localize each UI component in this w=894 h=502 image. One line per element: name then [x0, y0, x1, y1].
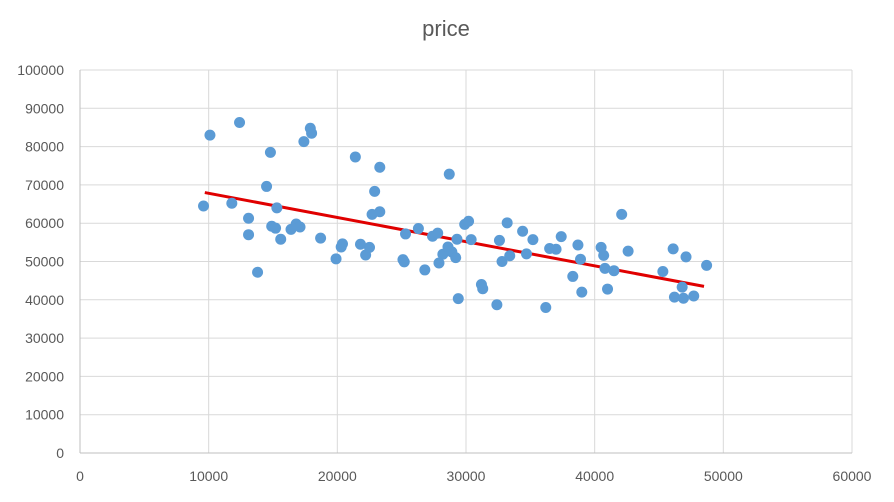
scatter-point	[520, 248, 532, 260]
scatter-point	[419, 264, 431, 276]
y-tick-label: 20000	[25, 368, 64, 384]
y-tick-label: 80000	[25, 139, 64, 155]
scatter-point	[501, 217, 513, 229]
y-tick-label: 10000	[25, 407, 64, 423]
scatter-point	[688, 290, 700, 302]
y-tick-label: 40000	[25, 292, 64, 308]
y-tick-label: 50000	[25, 254, 64, 270]
chart-title: price	[422, 16, 470, 41]
scatter-point	[243, 229, 255, 241]
scatter-point	[572, 239, 584, 251]
scatter-point	[400, 228, 412, 240]
scatter-point	[602, 283, 614, 295]
scatter-point	[243, 212, 255, 224]
scatter-point	[315, 232, 327, 244]
scatter-point	[294, 221, 306, 233]
scatter-point	[540, 301, 552, 313]
scatter-point	[676, 281, 688, 293]
scatter-point	[261, 180, 273, 192]
x-tick-label: 40000	[575, 468, 614, 484]
scatter-point	[465, 234, 477, 246]
scatter-point	[234, 116, 246, 128]
scatter-point	[599, 262, 611, 274]
scatter-point	[432, 227, 444, 239]
y-tick-label: 0	[56, 445, 64, 461]
scatter-point	[567, 270, 579, 282]
scatter-point	[354, 238, 366, 250]
scatter-point	[667, 243, 679, 255]
scatter-point	[433, 257, 445, 269]
scatter-point	[622, 245, 634, 257]
scatter-point	[463, 215, 475, 227]
scatter-point	[270, 222, 282, 234]
scatter-point	[657, 265, 669, 277]
scatter-point	[608, 265, 620, 277]
scatter-point	[452, 293, 464, 305]
scatter-point	[264, 146, 276, 158]
scatter-point	[575, 253, 587, 265]
scatter-point	[443, 168, 455, 180]
scatter-point	[306, 127, 318, 139]
scatter-point	[336, 238, 348, 250]
scatter-point	[598, 249, 610, 261]
scatter-point	[330, 253, 342, 265]
scatter-point	[450, 252, 462, 264]
scatter-point	[668, 291, 680, 303]
y-tick-label: 60000	[25, 215, 64, 231]
scatter-point	[198, 200, 210, 212]
scatter-point	[496, 256, 508, 267]
scatter-point	[451, 233, 463, 245]
scatter-point	[576, 286, 588, 298]
scatter-point	[550, 243, 562, 255]
scatter-point	[616, 208, 628, 220]
scatter-point	[298, 136, 310, 148]
scatter-point	[555, 231, 567, 243]
axes	[79, 70, 852, 454]
grid-lines	[80, 69, 853, 453]
scatter-point	[374, 161, 386, 173]
y-tick-label: 30000	[25, 330, 64, 346]
scatter-point	[412, 223, 424, 235]
scatter-point	[349, 151, 361, 163]
x-tick-label: 0	[76, 468, 84, 484]
scatter-point	[369, 185, 381, 197]
scatter-point	[398, 256, 410, 268]
y-tick-label: 70000	[25, 177, 64, 193]
x-tick-label: 10000	[189, 468, 228, 484]
x-tick-label: 60000	[833, 468, 872, 484]
scatter-point	[364, 241, 375, 253]
scatter-point	[527, 234, 539, 246]
x-tick-label: 30000	[447, 468, 486, 484]
scatter-point	[493, 234, 505, 246]
scatter-point	[226, 197, 238, 209]
data-points	[198, 116, 713, 313]
x-tick-label: 50000	[704, 468, 743, 484]
scatter-point	[680, 251, 692, 263]
y-tick-label: 90000	[25, 100, 64, 116]
scatter-point	[477, 283, 489, 295]
scatter-point	[271, 202, 283, 214]
tick-labels: 0 10000 20000 30000 40000 50000 60000 70000 8000…	[17, 62, 871, 484]
scatter-point	[252, 266, 264, 278]
scatter-point	[204, 129, 216, 141]
scatter-point	[275, 233, 287, 245]
scatter-point	[374, 206, 386, 218]
scatter-point	[517, 225, 529, 237]
scatter-point	[504, 250, 516, 262]
y-tick-label: 100000	[17, 62, 64, 78]
x-tick-label: 20000	[318, 468, 357, 484]
scatter-point	[677, 292, 689, 304]
scatter-point	[701, 259, 713, 271]
scatter-point	[491, 299, 503, 311]
